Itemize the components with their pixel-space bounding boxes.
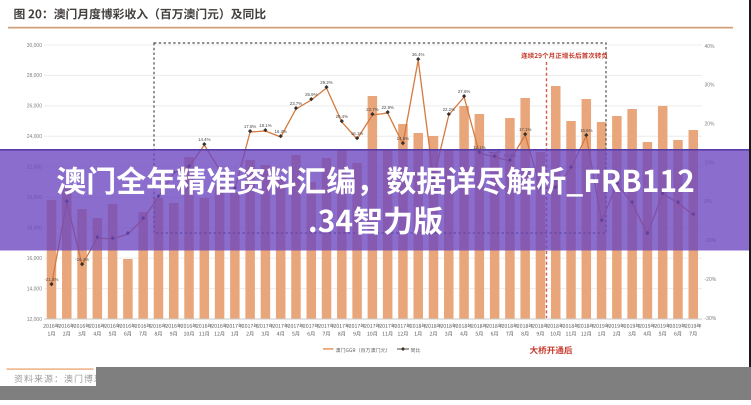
svg-text:12,000: 12,000 xyxy=(27,317,43,323)
svg-text:25.9%: 25.9% xyxy=(305,92,318,97)
svg-text:-30%: -30% xyxy=(705,316,717,322)
svg-text:12.1%: 12.1% xyxy=(473,145,486,150)
svg-text:36.4%: 36.4% xyxy=(412,52,425,57)
svg-text:40%: 40% xyxy=(705,44,716,50)
svg-text:16.6%: 16.6% xyxy=(580,128,593,133)
svg-text:14.4%: 14.4% xyxy=(198,137,211,142)
svg-text:20%: 20% xyxy=(705,122,716,128)
svg-text:26,000: 26,000 xyxy=(27,104,43,110)
svg-text:-20%: -20% xyxy=(705,277,717,283)
svg-text:30%: 30% xyxy=(705,83,716,89)
svg-text:16,000: 16,000 xyxy=(27,256,43,262)
svg-text:24,000: 24,000 xyxy=(27,134,43,140)
svg-text:14,000: 14,000 xyxy=(27,286,43,292)
svg-text:17.8%: 17.8% xyxy=(244,124,257,129)
svg-text:16.3%: 16.3% xyxy=(274,129,287,134)
svg-text:16.1%: 16.1% xyxy=(351,131,364,136)
svg-text:17.1%: 17.1% xyxy=(519,127,532,132)
svg-text:28,000: 28,000 xyxy=(27,73,43,79)
svg-text:29.2%: 29.2% xyxy=(320,80,333,85)
svg-text:27.6%: 27.6% xyxy=(458,89,471,94)
svg-text:30,000: 30,000 xyxy=(27,43,43,49)
svg-text:18.1%: 18.1% xyxy=(259,123,272,128)
svg-text:22.9%: 22.9% xyxy=(381,105,394,110)
svg-text:22.7%: 22.7% xyxy=(366,107,379,112)
svg-text:14.6%: 14.6% xyxy=(397,136,410,141)
svg-text:22.2%: 22.2% xyxy=(443,107,456,112)
svg-text:23.7%: 23.7% xyxy=(290,101,303,106)
svg-text:-16.3%: -16.3% xyxy=(75,257,89,262)
svg-text:-21.4%: -21.4% xyxy=(45,277,59,282)
svg-text:20.4%: 20.4% xyxy=(336,114,349,119)
